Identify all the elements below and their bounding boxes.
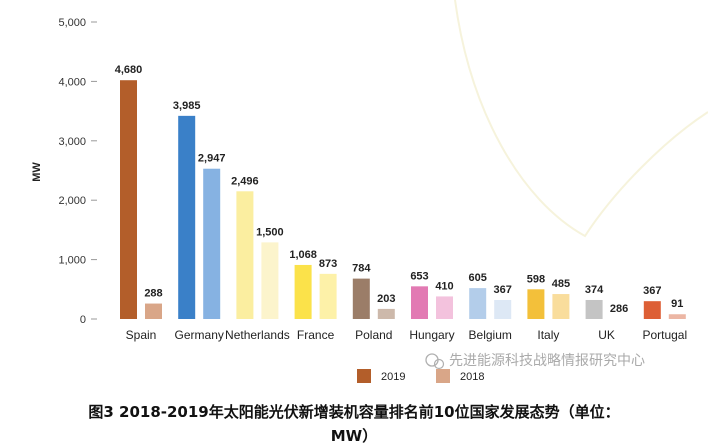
bar-2018-belgium [494, 299, 512, 319]
category-labels: Spain Germany Netherlands France Poland Hunga… [126, 328, 688, 342]
y-tick-label: 4,000 [58, 76, 86, 88]
y-tick-label: 0 [80, 314, 86, 326]
data-label-2018-uk: 286 [610, 303, 628, 315]
watermark: 先进能源科技战略情报研究中心 [425, 353, 645, 370]
bar-2019-uk [585, 299, 603, 319]
y-axis-label: MW [31, 162, 43, 182]
wechat-icon-small [433, 358, 445, 370]
data-label-2018-italy: 485 [552, 278, 570, 290]
bar-2019-germany [178, 115, 196, 320]
category-label-poland: Poland [355, 328, 392, 342]
bar-2019-netherlands [236, 191, 254, 319]
background-arc [454, 0, 708, 238]
bar-2019-belgium [469, 288, 487, 319]
legend-swatch-2018 [436, 369, 450, 383]
category-label-belgium: Belgium [469, 328, 512, 342]
category-label-netherlands: Netherlands [225, 328, 290, 342]
category-label-spain: Spain [126, 328, 157, 342]
data-label-2018-france: 873 [319, 258, 337, 270]
data-label-2019-uk: 374 [585, 284, 604, 296]
data-label-2018-netherlands: 1,500 [256, 226, 284, 238]
caption-line-1: 图3 2018-2019年太阳能光伏新增装机容量排名前10位国家发展态势（单位： [88, 403, 620, 421]
bar-2018-spain [145, 303, 162, 319]
y-tick-label: 5,000 [58, 17, 86, 29]
data-label-2018-portugal: 91 [671, 298, 683, 310]
bar-chart: MW 0 1,000 2,000 3,000 4,000 5,000 4,680 288 3,… [31, 0, 708, 383]
data-label-2018-germany: 2,947 [198, 153, 226, 165]
bar-2019-portugal [643, 301, 661, 319]
legend-label-2019: 2019 [381, 371, 405, 383]
y-tick-label: 1,000 [58, 255, 86, 267]
bar-2018-hungary [436, 296, 453, 319]
data-label-2019-germany: 3,985 [173, 100, 201, 112]
bar-2018-italy [552, 294, 570, 319]
data-label-2019-poland: 784 [352, 263, 371, 275]
y-axis: 0 1,000 2,000 3,000 4,000 5,000 [58, 17, 97, 326]
data-label-2019-italy: 598 [527, 273, 545, 285]
legend-label-2018: 2018 [460, 371, 484, 383]
category-label-italy: Italy [537, 328, 559, 342]
data-label-2018-spain: 288 [144, 288, 162, 300]
data-label-2019-france: 1,068 [289, 249, 317, 261]
bar-2019-france [294, 264, 312, 319]
legend-swatch-2019 [357, 369, 371, 383]
caption-line-2: MW） [330, 427, 378, 445]
data-label-2019-hungary: 653 [410, 270, 428, 282]
bar-2019-poland [352, 278, 370, 319]
data-label-2018-belgium: 367 [494, 284, 512, 296]
category-label-hungary: Hungary [409, 328, 454, 342]
data-label-2018-poland: 203 [377, 293, 395, 305]
category-label-germany: Germany [175, 328, 224, 342]
bar-2019-italy [527, 289, 545, 319]
watermark-text: 先进能源科技战略情报研究中心 [449, 353, 645, 369]
category-label-portugal: Portugal [642, 328, 687, 342]
bar-2019-hungary [411, 286, 428, 319]
data-label-2019-belgium: 605 [469, 272, 487, 284]
figure-caption: 图3 2018-2019年太阳能光伏新增装机容量排名前10位国家发展态势（单位：… [0, 400, 708, 448]
bar-2018-france [319, 273, 337, 319]
y-tick-label: 2,000 [58, 195, 86, 207]
bar-2018-netherlands [261, 242, 279, 319]
data-label-2019-spain: 4,680 [115, 64, 143, 76]
category-label-france: France [297, 328, 335, 342]
y-tick-label: 3,000 [58, 136, 86, 148]
data-label-2019-netherlands: 2,496 [231, 175, 259, 187]
category-label-uk: UK [598, 328, 615, 342]
bar-2018-poland [377, 308, 395, 319]
legend: 2019 2018 [357, 369, 484, 383]
data-label-2018-hungary: 410 [435, 280, 453, 292]
data-label-2019-portugal: 367 [643, 285, 661, 297]
bar-2018-portugal [668, 314, 686, 319]
bar-2018-germany [203, 168, 221, 319]
bar-2019-spain [120, 80, 137, 319]
